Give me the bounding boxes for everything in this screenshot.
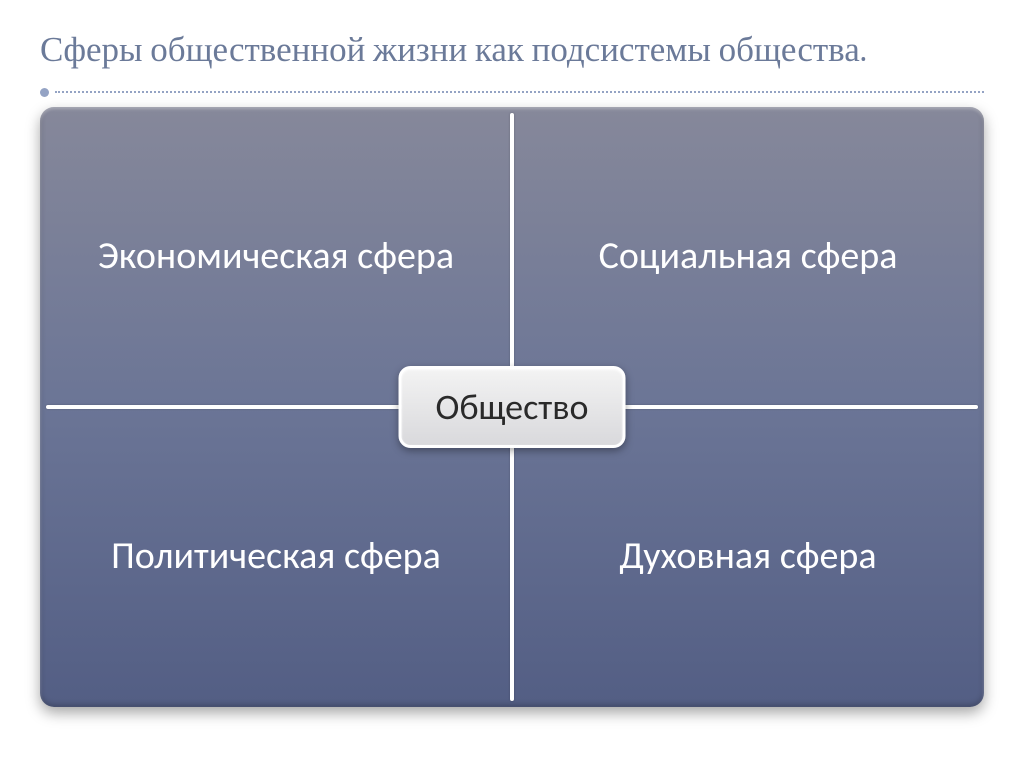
diagram: Экономическая сфера Социальная сфера Пол… — [40, 107, 984, 707]
quadrant-bottom-right: Духовная сфера — [512, 407, 984, 707]
quadrant-top-right: Социальная сфера — [512, 107, 984, 407]
quadrant-label: Экономическая сфера — [98, 234, 454, 280]
center-label: Общество — [436, 385, 589, 429]
page-title: Сферы общественной жизни как подсистемы … — [40, 28, 984, 72]
quadrant-label: Духовная сфера — [619, 534, 876, 580]
center-label-chip: Общество — [399, 366, 626, 448]
divider-dot-icon — [40, 88, 49, 97]
quadrant-label: Политическая сфера — [111, 534, 441, 580]
title-divider — [40, 88, 984, 97]
divider-line — [55, 91, 984, 93]
quadrant-top-left: Экономическая сфера — [40, 107, 512, 407]
quadrant-label: Социальная сфера — [599, 234, 898, 280]
quadrant-bottom-left: Политическая сфера — [40, 407, 512, 707]
